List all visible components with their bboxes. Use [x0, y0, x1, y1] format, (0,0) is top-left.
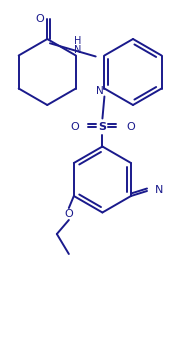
Text: N: N [155, 185, 163, 195]
Text: S: S [98, 122, 106, 131]
Text: O: O [126, 122, 135, 131]
Text: H
N: H N [74, 35, 81, 55]
Text: O: O [64, 209, 73, 219]
Text: O: O [35, 14, 44, 24]
Text: O: O [70, 122, 79, 131]
Text: N: N [96, 87, 103, 97]
